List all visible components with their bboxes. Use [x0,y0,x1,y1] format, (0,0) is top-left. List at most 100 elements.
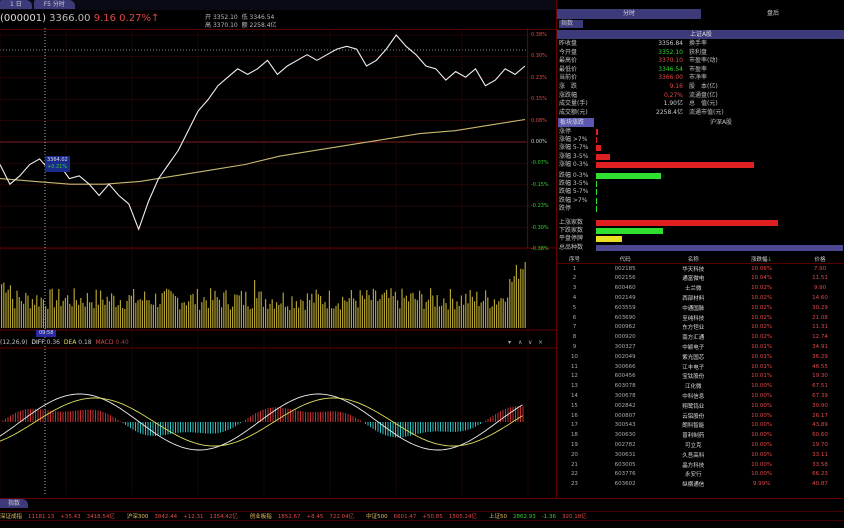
macd-bar [467,422,469,430]
macd-bar [510,407,511,422]
cell: 10.02% [751,324,773,331]
volume-bar [29,308,31,328]
volume-bar [95,289,97,328]
table-row[interactable]: 7 000962 东方钽业 10.02% 11.31 [557,323,844,333]
table-row[interactable]: 13 603078 江化微 10.00% 67.51 [557,381,844,391]
cell: 66.23 [812,471,828,478]
macd-bar [347,414,349,422]
table-row[interactable]: 5 603559 中通国脉 10.02% 30.29 [557,303,844,313]
tab-after-hours[interactable]: 盘后 [766,10,779,17]
table-row[interactable]: 17 300543 朗科智能 10.00% 43.89 [557,421,844,431]
volume-bar [67,295,69,328]
table-row[interactable]: 12 600456 宝钛股份 10.01% 19.30 [557,372,844,382]
volume-bar [245,291,247,328]
cell: 中通国脉 [682,305,705,312]
macd-bar [130,422,131,429]
column-header[interactable]: 名称 [658,254,729,265]
tab-index[interactable]: 指数 [559,20,583,28]
table-row[interactable]: 3 600460 士兰微 10.02% 9.90 [557,283,844,293]
volume-bar [62,300,64,328]
volume-bar [276,302,278,328]
table-row[interactable]: 6 603690 至纯科技 10.02% 21.08 [557,313,844,323]
column-header[interactable]: 涨跌幅↓ [728,254,796,265]
table-row[interactable]: 14 300678 中科信息 10.00% 67.39 [557,391,844,401]
cell: 000920 [614,334,636,341]
volume-bar [412,292,414,328]
table-row[interactable]: 8 000920 南方汇通 10.02% 12.74 [557,332,844,342]
table-row[interactable]: 2 002156 通富微电 10.04% 11.51 [557,274,844,284]
volume-bar [102,299,104,328]
cell: 000962 [614,324,636,331]
column-header[interactable]: 价格 [795,254,844,265]
macd-bar [455,422,456,432]
cell: 2 [572,275,577,282]
cell: 10.00% [751,412,773,419]
macd-bar [155,422,156,437]
cell: 14 [570,393,578,400]
volume-bar [14,308,16,328]
volume-bar [111,293,113,328]
quote-header: (000001) 3366.00 9.16 0.27%↑ 开 3352.10 低… [0,10,556,30]
close-icon[interactable]: × [538,339,543,346]
info-row: 昨收盘 3356.84 换手率 [559,40,708,47]
volume-bar [89,302,91,328]
tab-day[interactable]: 1 日 [0,0,32,9]
tab-breadth[interactable]: 板块涨跌 [558,118,594,127]
intraday-chart[interactable]: ▾ ∧ ∨ × [0,0,556,498]
macd-bar [87,409,89,422]
table-row[interactable]: 19 002782 可立克 10.00% 19.70 [557,440,844,450]
axis-label: 0.38% [531,32,547,38]
cell: 江化微 [685,384,702,391]
table-row[interactable]: 22 603776 永安行 10.00% 66.23 [557,470,844,480]
ticker-item[interactable]: 深证成指 11181.13 +35.43 3418.54亿 [0,514,115,520]
table-row[interactable]: 16 000807 云铝股份 10.00% 26.17 [557,411,844,421]
table-row[interactable]: 23 603602 纵横通信 9.99% 40.87 [557,479,844,489]
column-header[interactable]: 代码 [591,254,659,265]
macd-bar [10,415,11,422]
volume-bar [513,276,515,328]
volume-bar [284,306,286,328]
cell: 36.29 [812,353,828,360]
volume-bar [223,292,225,328]
cell: 江丰电子 [682,364,705,371]
cell: 晶方科技 [682,462,705,469]
volume-bar [469,290,471,328]
table-row[interactable]: 18 300630 普利制药 10.00% 60.60 [557,430,844,440]
volume-bar [170,291,172,328]
breadth-row: 涨幅 >7% [559,136,843,144]
volume-bar [86,292,88,328]
table-row[interactable]: 1 002185 华天科技 10.06% 7.90 [557,264,844,274]
ticker-item[interactable]: 中证500 6601.47 +50.85 1505.24亿 [366,514,477,520]
axis-label: 0.30% [531,53,547,60]
macd-bar [417,422,419,434]
table-row[interactable]: 9 300327 中颖电子 10.01% 34.91 [557,342,844,352]
settings-icon[interactable]: ▾ [508,339,511,346]
table-row[interactable]: 4 002149 西部材料 10.02% 14.60 [557,293,844,303]
table-row[interactable]: 10 002049 紫光国芯 10.01% 36.29 [557,352,844,362]
ticker-item[interactable]: 创业板指 1852.67 +8.45 722.04亿 [249,514,355,520]
macd-bar [432,422,434,432]
ticker-item[interactable]: 沪深300 3842.44 +12.31 1354.42亿 [126,514,238,520]
up-icon[interactable]: ∧ [518,339,522,346]
table-row[interactable]: 15 002842 翔鹭钨业 10.00% 30.90 [557,401,844,411]
cell: 600460 [614,285,636,292]
cell: 10 [570,353,578,360]
volume-bar [163,291,165,328]
ticker-item[interactable]: 上证50 2862.93 -1.36 320.18亿 [488,514,587,520]
volume-bar [359,290,361,328]
down-icon[interactable]: ∨ [528,339,532,346]
volume-bar [240,290,242,328]
table-row[interactable]: 11 300666 江丰电子 10.01% 46.55 [557,362,844,372]
tab-intraday[interactable]: F5 分时 [33,0,75,9]
column-header[interactable]: 序号 [557,254,592,265]
tab-realtime[interactable]: 分时 [557,9,701,19]
macd-bar [462,422,464,431]
table-row[interactable]: 21 603005 晶方科技 10.00% 33.58 [557,460,844,470]
macd-bar [60,411,61,422]
table-row[interactable]: 20 300631 久吾高科 10.00% 33.11 [557,450,844,460]
cell: 4 [572,295,577,302]
macd-bar [382,422,384,435]
cell: 19 [570,442,578,449]
macd-bar [200,422,201,433]
tab-index-bottom[interactable]: 指数 [0,499,29,508]
